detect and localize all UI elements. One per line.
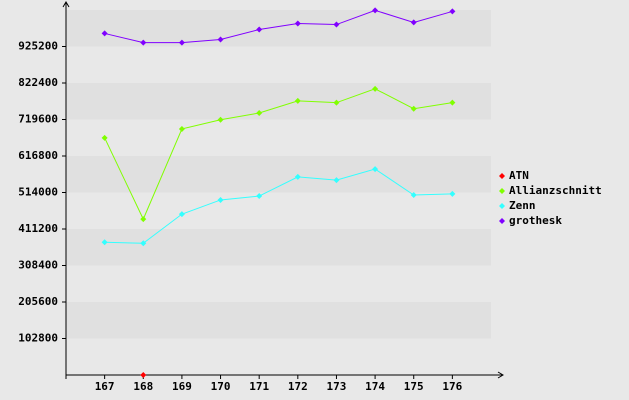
- legend-marker: [499, 218, 505, 224]
- point: [333, 177, 340, 184]
- x-tick-label: 176: [442, 380, 462, 393]
- point: [449, 8, 456, 15]
- y-tick-label: 822400: [18, 76, 58, 89]
- y-tick-label: 925200: [18, 40, 58, 53]
- series-line: [104, 88, 453, 221]
- band: [66, 229, 491, 266]
- band: [66, 119, 491, 156]
- band: [66, 83, 491, 120]
- point: [294, 173, 301, 180]
- point: [372, 85, 379, 92]
- band: [66, 156, 491, 193]
- point: [101, 30, 108, 37]
- point: [410, 19, 417, 26]
- x-tick-label: 172: [288, 380, 308, 393]
- x-tick-label: 169: [172, 380, 192, 393]
- x-tick-label: 173: [327, 380, 347, 393]
- point: [256, 109, 263, 116]
- point: [217, 196, 224, 203]
- band: [66, 10, 491, 47]
- series-line: [104, 9, 453, 44]
- x-tick-label: 170: [211, 380, 231, 393]
- point: [333, 99, 340, 106]
- y-tick-label: 205600: [18, 295, 58, 308]
- point: [217, 116, 224, 123]
- y-tick-label: 102800: [18, 332, 58, 345]
- x-tick-label: 175: [404, 380, 424, 393]
- point: [449, 99, 456, 106]
- point: [256, 193, 263, 200]
- band: [66, 338, 491, 375]
- x-tick-label: 167: [95, 380, 115, 393]
- legend-label: grothesk: [509, 214, 562, 227]
- y-tick-label: 308400: [18, 259, 58, 272]
- y-tick-label: 616800: [18, 149, 58, 162]
- point: [217, 36, 224, 43]
- point: [372, 7, 379, 14]
- legend-label: Zenn: [509, 199, 536, 212]
- legend-marker: [499, 173, 505, 179]
- point: [449, 190, 456, 197]
- point: [410, 191, 417, 198]
- point: [140, 372, 147, 378]
- band: [66, 265, 491, 302]
- y-axis: [62, 1, 70, 379]
- band: [66, 302, 491, 339]
- point: [140, 216, 147, 223]
- legend-label: ATN: [509, 169, 529, 182]
- y-tick-label: 411200: [18, 222, 58, 235]
- x-tick-label: 168: [133, 380, 153, 393]
- y-tick-label: 514000: [18, 186, 58, 199]
- point: [140, 39, 147, 46]
- point: [178, 125, 185, 132]
- series-line: [104, 168, 453, 244]
- y-tick-label: 719600: [18, 113, 58, 126]
- point: [294, 97, 301, 104]
- point: [294, 20, 301, 27]
- point: [256, 26, 263, 33]
- point: [140, 240, 147, 247]
- point: [410, 105, 417, 112]
- point: [101, 239, 108, 246]
- legend-marker: [499, 188, 505, 194]
- point: [372, 166, 379, 173]
- x-tick-label: 174: [365, 380, 385, 393]
- legend-marker: [499, 203, 505, 209]
- point: [333, 21, 340, 28]
- band: [66, 46, 491, 83]
- x-tick-label: 171: [249, 380, 269, 393]
- point: [178, 211, 185, 218]
- point: [101, 134, 108, 141]
- point: [178, 39, 185, 46]
- x-axis: [66, 371, 504, 379]
- legend-label: Allianzschnitt: [509, 184, 602, 197]
- band: [66, 192, 491, 229]
